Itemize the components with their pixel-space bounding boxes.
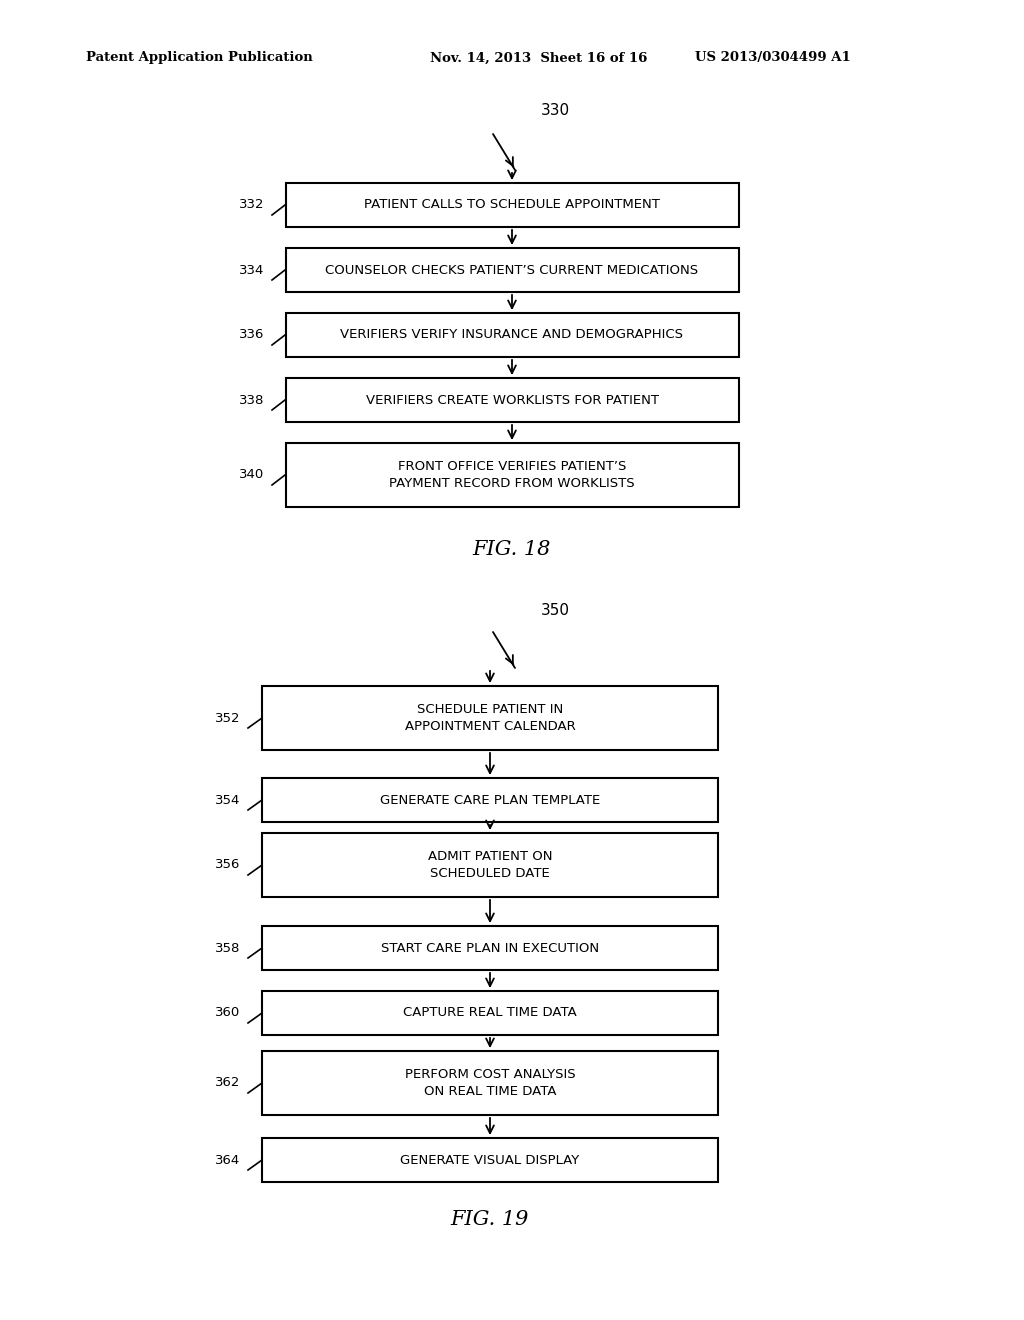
Text: PERFORM COST ANALYSIS
ON REAL TIME DATA: PERFORM COST ANALYSIS ON REAL TIME DATA: [404, 1068, 575, 1098]
Text: ADMIT PATIENT ON
SCHEDULED DATE: ADMIT PATIENT ON SCHEDULED DATE: [428, 850, 552, 880]
Text: 362: 362: [215, 1077, 240, 1089]
Bar: [286, 248, 738, 292]
Text: GENERATE VISUAL DISPLAY: GENERATE VISUAL DISPLAY: [400, 1154, 580, 1167]
Bar: [262, 686, 718, 750]
Bar: [262, 1138, 718, 1181]
Text: VERIFIERS VERIFY INSURANCE AND DEMOGRAPHICS: VERIFIERS VERIFY INSURANCE AND DEMOGRAPH…: [341, 329, 683, 342]
Text: 358: 358: [215, 941, 240, 954]
Bar: [286, 313, 738, 356]
Text: GENERATE CARE PLAN TEMPLATE: GENERATE CARE PLAN TEMPLATE: [380, 793, 600, 807]
Bar: [286, 444, 738, 507]
Text: 350: 350: [541, 603, 569, 618]
Bar: [286, 378, 738, 422]
Text: 352: 352: [214, 711, 240, 725]
Bar: [286, 183, 738, 227]
Text: 364: 364: [215, 1154, 240, 1167]
Text: SCHEDULE PATIENT IN
APPOINTMENT CALENDAR: SCHEDULE PATIENT IN APPOINTMENT CALENDAR: [404, 704, 575, 733]
Text: 360: 360: [215, 1006, 240, 1019]
Text: Nov. 14, 2013  Sheet 16 of 16: Nov. 14, 2013 Sheet 16 of 16: [430, 51, 647, 65]
Text: PATIENT CALLS TO SCHEDULE APPOINTMENT: PATIENT CALLS TO SCHEDULE APPOINTMENT: [365, 198, 659, 211]
Text: 354: 354: [215, 793, 240, 807]
Bar: [262, 927, 718, 970]
Text: US 2013/0304499 A1: US 2013/0304499 A1: [695, 51, 851, 65]
Bar: [262, 777, 718, 822]
Text: FIG. 18: FIG. 18: [473, 540, 551, 558]
Text: 340: 340: [239, 469, 264, 482]
Bar: [262, 1051, 718, 1115]
Text: 336: 336: [239, 329, 264, 342]
Text: 330: 330: [541, 103, 569, 117]
Text: Patent Application Publication: Patent Application Publication: [86, 51, 312, 65]
Text: 334: 334: [239, 264, 264, 276]
Text: FIG. 19: FIG. 19: [451, 1210, 529, 1229]
Text: 356: 356: [215, 858, 240, 871]
Text: START CARE PLAN IN EXECUTION: START CARE PLAN IN EXECUTION: [381, 941, 599, 954]
Bar: [262, 991, 718, 1035]
Text: COUNSELOR CHECKS PATIENT’S CURRENT MEDICATIONS: COUNSELOR CHECKS PATIENT’S CURRENT MEDIC…: [326, 264, 698, 276]
Text: 338: 338: [239, 393, 264, 407]
Text: FRONT OFFICE VERIFIES PATIENT’S
PAYMENT RECORD FROM WORKLISTS: FRONT OFFICE VERIFIES PATIENT’S PAYMENT …: [389, 459, 635, 490]
Text: CAPTURE REAL TIME DATA: CAPTURE REAL TIME DATA: [403, 1006, 577, 1019]
Text: 332: 332: [239, 198, 264, 211]
Text: VERIFIERS CREATE WORKLISTS FOR PATIENT: VERIFIERS CREATE WORKLISTS FOR PATIENT: [366, 393, 658, 407]
Bar: [262, 833, 718, 898]
